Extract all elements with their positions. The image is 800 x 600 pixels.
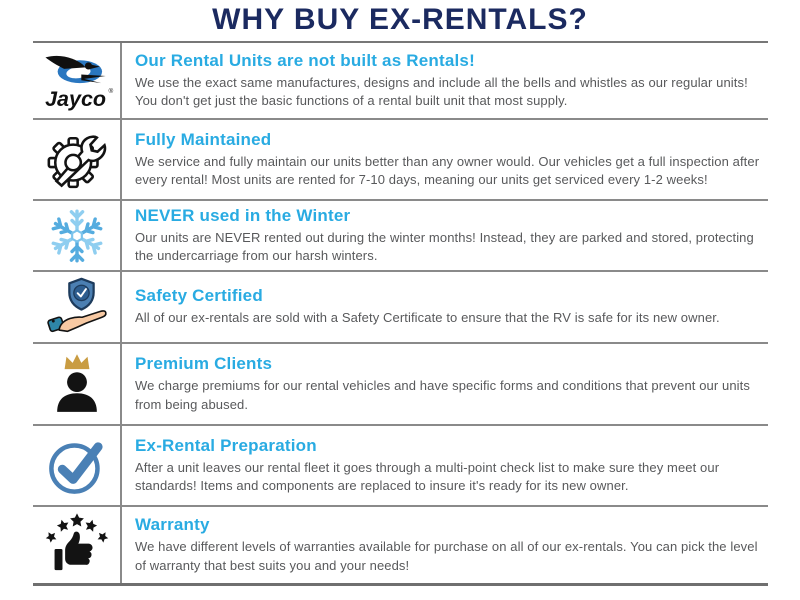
feature-heading: Warranty <box>135 515 210 534</box>
text-cell: NEVER used in the Winter Our units are N… <box>122 201 768 270</box>
feature-body: All of our ex-rentals are sold with a Sa… <box>135 310 720 326</box>
feature-row-ex-rental-preparation: Ex-Rental Preparation After a unit leave… <box>33 426 768 507</box>
icon-cell <box>33 507 122 583</box>
check-circle-icon <box>48 441 103 494</box>
feature-row-premium-clients: Premium Clients We charge premiums for o… <box>33 344 768 426</box>
feature-heading: Ex-Rental Preparation <box>135 435 317 455</box>
feature-body: After a unit leaves our rental fleet it … <box>135 459 720 494</box>
jayco-logo-icon: Jayco ® <box>45 55 113 111</box>
feature-body: We charge premiums for our rental vehicl… <box>135 378 750 412</box>
icon-cell <box>33 272 122 342</box>
text-cell: Premium Clients We charge premiums for o… <box>122 344 768 424</box>
icon-cell: Jayco ® <box>33 43 122 118</box>
page-title: WHY BUY EX-RENTALS? <box>212 3 588 36</box>
feature-heading: NEVER used in the Winter <box>135 205 351 225</box>
feature-body: We service and fully maintain our units … <box>135 153 760 188</box>
feature-heading: Our Rental Units are not built as Rental… <box>135 50 475 70</box>
jayco-reg-mark: ® <box>108 87 113 95</box>
feature-body: Our units are NEVER rented out during th… <box>135 229 754 264</box>
text-cell: Our Rental Units are not built as Rental… <box>122 43 768 118</box>
feature-row-fully-maintained: Fully Maintained We service and fully ma… <box>33 120 768 201</box>
text-cell: Ex-Rental Preparation After a unit leave… <box>122 426 768 505</box>
text-cell: Warranty We have different levels of war… <box>122 507 768 583</box>
icon-cell <box>33 426 122 505</box>
feature-heading: Fully Maintained <box>135 129 272 149</box>
icon-cell <box>33 120 122 199</box>
text-cell: Fully Maintained We service and fully ma… <box>122 120 768 199</box>
feature-table: Jayco ® Our Rental Units are not built a… <box>33 41 768 586</box>
shield-hand-icon <box>46 277 107 333</box>
feature-body: We have different levels of warranties a… <box>135 539 758 573</box>
snowflake-icon <box>50 208 103 263</box>
feature-row-warranty: Warranty We have different levels of war… <box>33 507 768 583</box>
thumbs-up-stars-icon <box>43 513 110 571</box>
feature-heading: Premium Clients <box>135 354 273 373</box>
feature-heading: Safety Certified <box>135 286 263 306</box>
jayco-wordmark: Jayco <box>45 87 106 111</box>
feature-body: We use the exact same manufactures, desi… <box>135 74 748 109</box>
gear-wrench-icon <box>47 134 106 188</box>
feature-row-safety-certified: Safety Certified All of our ex-rentals a… <box>33 272 768 344</box>
text-cell: Safety Certified All of our ex-rentals a… <box>122 272 768 342</box>
premium-client-icon <box>56 354 97 412</box>
icon-cell <box>33 344 122 424</box>
icon-cell <box>33 201 122 270</box>
feature-row-never-used-in-winter: NEVER used in the Winter Our units are N… <box>33 201 768 272</box>
feature-row-not-built-as-rentals: Jayco ® Our Rental Units are not built a… <box>33 43 768 120</box>
